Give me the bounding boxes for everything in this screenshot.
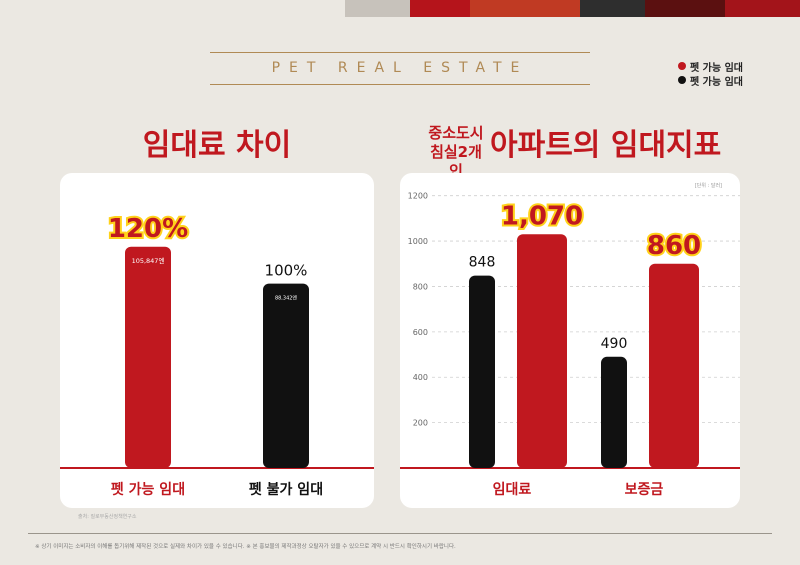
left-inner-label-0: 105,847엔 [132, 256, 165, 265]
legend-dot-black [678, 76, 686, 84]
top-stripe-3 [470, 0, 580, 17]
right-value-label-1-0: 490 [601, 336, 628, 352]
right-ytick-0: 200 [413, 419, 428, 428]
footnote: ※ 상기 이미지는 소비자의 이해를 돕기위해 제작된 것으로 실제와 차이가 … [35, 544, 456, 550]
right-ytick-4: 1000 [408, 237, 428, 246]
right-category-label-1: 보증금 [625, 482, 664, 498]
right-category-label-0: 임대료 [493, 482, 532, 498]
right-value-label-0-1: 1,070 [501, 201, 583, 231]
right-bar-1-1 [649, 263, 699, 468]
header-top-line [210, 52, 590, 53]
right-chart-title: 아파트의 임대지표 [490, 128, 722, 163]
top-stripe-5 [645, 0, 725, 17]
right-ytick-2: 600 [413, 328, 428, 337]
legend: 펫 가능 임대 펫 가능 임대 [678, 59, 743, 88]
header-title: PET REAL ESTATE [271, 60, 529, 76]
right-unit-label: [단위 : 달러] [695, 182, 722, 189]
right-bar-0-0 [469, 275, 495, 468]
right-ytick-3: 800 [413, 282, 428, 291]
legend-item-black: 펫 가능 임대 [678, 73, 743, 88]
source-note: 출처: 질로부동산정책연구소 [78, 514, 137, 520]
top-stripe-1 [345, 0, 410, 17]
top-stripe-2 [410, 0, 470, 17]
top-stripe-4 [580, 0, 645, 17]
right-chart-panel: [단위 : 달러] 200 400 600 800 1000 1200 848 1,070 임대료… [400, 173, 740, 508]
top-stripe-6 [725, 0, 800, 17]
left-bar-1 [263, 283, 309, 468]
legend-item-red: 펫 가능 임대 [678, 59, 743, 74]
left-value-label-1: 100% [265, 262, 308, 280]
left-bar-0 [125, 246, 171, 468]
left-inner-label-1: 88,342엔 [275, 295, 297, 302]
left-category-label-0: 펫 가능 임대 [111, 481, 185, 498]
left-category-label-1: 펫 불가 임대 [249, 481, 323, 498]
right-chart: [단위 : 달러] 200 400 600 800 1000 1200 848 1,070 임대료… [400, 182, 740, 498]
right-bar-1-0 [601, 356, 627, 468]
legend-label-red: 펫 가능 임대 [690, 62, 743, 74]
right-bar-0-1 [517, 234, 567, 468]
right-ytick-5: 1200 [408, 192, 428, 201]
right-value-label-1-1: 860 [647, 231, 701, 261]
left-chart-title: 임대료 차이 [142, 128, 292, 163]
bottom-divider [28, 533, 772, 534]
right-ytick-1: 400 [413, 373, 428, 382]
left-value-label-0: 120% [108, 214, 188, 244]
right-value-label-0-0: 848 [469, 255, 496, 271]
legend-dot-red [678, 62, 686, 70]
legend-label-black: 펫 가능 임대 [690, 76, 743, 88]
header-bottom-line [210, 84, 590, 85]
